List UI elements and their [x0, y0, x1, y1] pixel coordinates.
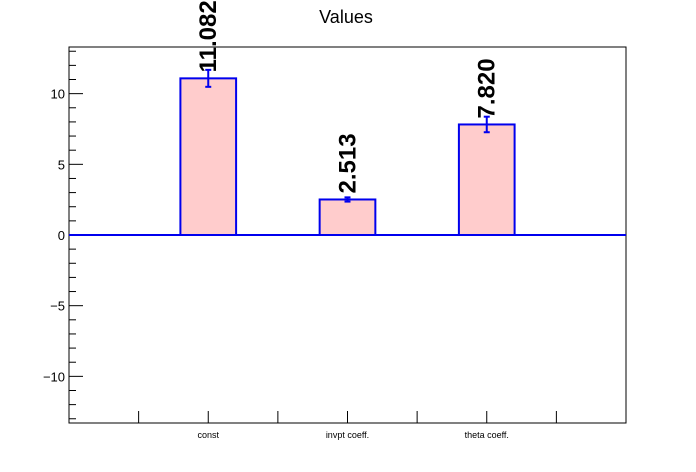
- x-tick-label: invpt coeff.: [326, 430, 369, 440]
- x-tick-label: const: [197, 430, 219, 440]
- y-axis: −10 −5 0 5 10: [43, 50, 83, 420]
- x-tick-label: theta coeff.: [465, 430, 509, 440]
- data-label: 2.513: [335, 133, 362, 193]
- bars: [179, 68, 516, 236]
- bar: [179, 77, 238, 236]
- y-tick-label: −10: [43, 369, 65, 384]
- y-tick-label: 5: [58, 157, 65, 172]
- y-tick-label: 0: [58, 228, 65, 243]
- chart-title: Values: [319, 7, 373, 27]
- y-tick-label: 10: [51, 87, 65, 102]
- x-axis: const invpt coeff. theta coeff.: [138, 411, 557, 440]
- bar: [318, 198, 377, 236]
- data-label: 7.820: [474, 58, 501, 118]
- y-tick-label: −5: [50, 299, 65, 314]
- data-label: 11.082: [195, 0, 222, 72]
- data-labels: 11.082 2.513 7.820: [195, 0, 501, 193]
- bar: [457, 123, 516, 236]
